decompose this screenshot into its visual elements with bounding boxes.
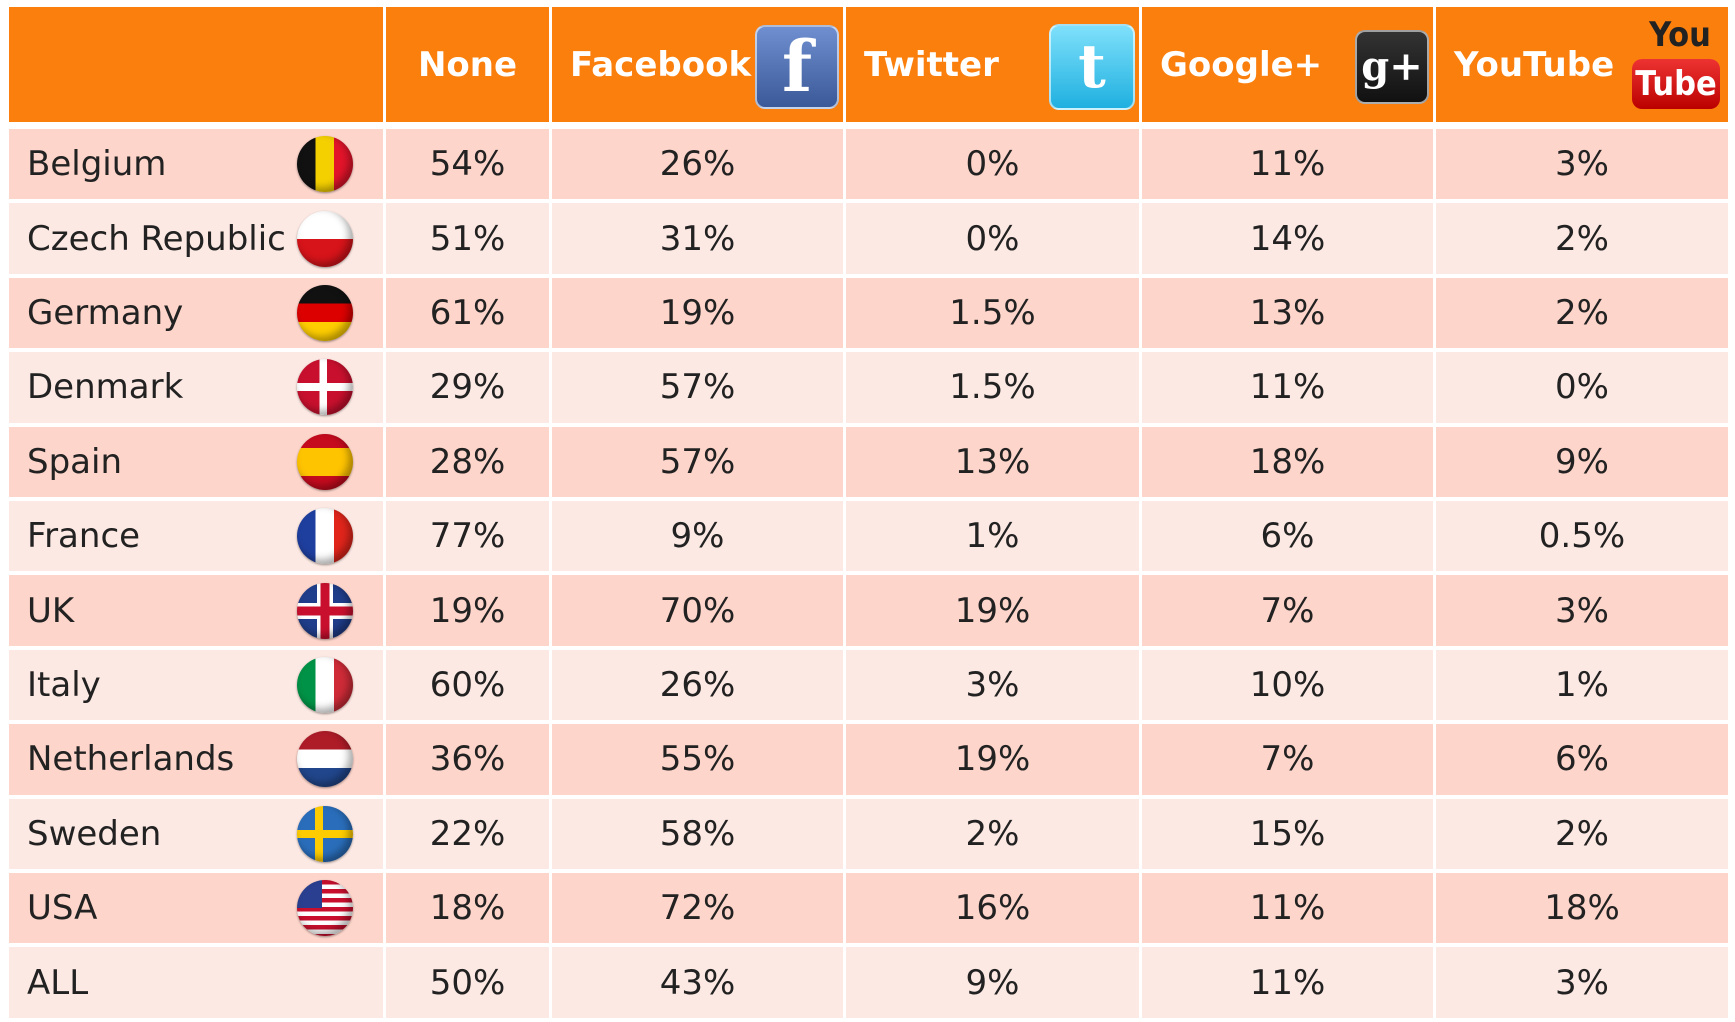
value-cell: 3% — [1436, 575, 1728, 646]
flag-icon — [297, 582, 353, 639]
value-cell: 0% — [1436, 352, 1728, 423]
value-cell: 58% — [552, 798, 843, 869]
value-cell: 18% — [1436, 873, 1728, 944]
value-cell: 57% — [552, 426, 843, 497]
value-cell: 31% — [552, 203, 843, 274]
value-cell: 26% — [552, 649, 843, 721]
value-cell: 0% — [846, 129, 1139, 200]
logo: t — [1049, 23, 1135, 110]
logo: g+ — [1355, 29, 1429, 104]
flag-icon — [297, 433, 353, 490]
value-cell: 1% — [1436, 649, 1728, 721]
value-cell: 3% — [1436, 947, 1728, 1018]
flag-icon — [297, 285, 353, 341]
value-cell: 2% — [1436, 277, 1728, 349]
value-cell: 2% — [1436, 798, 1728, 869]
value-cell: 1.5% — [846, 352, 1139, 423]
value-cell: 55% — [552, 724, 843, 795]
value-cell: 15% — [1142, 798, 1433, 869]
flag-icon — [297, 210, 353, 267]
value-cell: 1.5% — [846, 277, 1139, 349]
row-label: ALL — [9, 947, 383, 1018]
value-cell: 18% — [1142, 426, 1433, 497]
flag-icon — [297, 136, 353, 193]
value-cell: 14% — [1142, 203, 1433, 274]
value-cell: 29% — [386, 352, 549, 423]
value-cell: 60% — [386, 649, 549, 721]
header-cell — [9, 7, 383, 122]
value-cell: 36% — [386, 724, 549, 795]
value-cell: 11% — [1142, 947, 1433, 1018]
value-cell: 57% — [552, 352, 843, 423]
value-cell: 7% — [1142, 724, 1433, 795]
logo: Tube — [1632, 59, 1720, 109]
value-cell: 11% — [1142, 873, 1433, 944]
value-cell: 11% — [1142, 352, 1433, 423]
value-cell: 0% — [846, 203, 1139, 274]
value-cell: 61% — [386, 277, 549, 349]
value-cell: 50% — [386, 947, 549, 1018]
value-cell: 9% — [1436, 426, 1728, 497]
value-cell: 2% — [1436, 203, 1728, 274]
value-cell: 0.5% — [1436, 501, 1728, 572]
value-cell: 18% — [386, 873, 549, 944]
value-cell: 43% — [552, 947, 843, 1018]
value-cell: 16% — [846, 873, 1139, 944]
value-cell: 19% — [386, 575, 549, 646]
value-cell: 3% — [846, 649, 1139, 721]
value-cell: 19% — [846, 724, 1139, 795]
value-cell: 9% — [552, 501, 843, 572]
value-cell: 3% — [1436, 129, 1728, 200]
value-cell: 22% — [386, 798, 549, 869]
value-cell: 2% — [846, 798, 1139, 869]
header-cell: None — [386, 7, 549, 122]
logo: f — [755, 24, 839, 109]
flag-icon — [297, 731, 353, 788]
value-cell: 72% — [552, 873, 843, 944]
flag-icon — [297, 880, 353, 937]
value-cell: 19% — [552, 277, 843, 349]
value-cell: 10% — [1142, 649, 1433, 721]
value-cell: 11% — [1142, 129, 1433, 200]
value-cell: 19% — [846, 575, 1139, 646]
flag-icon — [297, 508, 353, 565]
value-cell: 13% — [846, 426, 1139, 497]
value-cell: 70% — [552, 575, 843, 646]
value-cell: 13% — [1142, 277, 1433, 349]
value-cell: 51% — [386, 203, 549, 274]
value-cell: 54% — [386, 129, 549, 200]
value-cell: 77% — [386, 501, 549, 572]
value-cell: 26% — [552, 129, 843, 200]
value-cell: 6% — [1142, 501, 1433, 572]
value-cell: 28% — [386, 426, 549, 497]
value-cell: 7% — [1142, 575, 1433, 646]
flag-icon — [297, 359, 353, 416]
value-cell: 9% — [846, 947, 1139, 1018]
value-cell: 6% — [1436, 724, 1728, 795]
flag-icon — [297, 805, 353, 862]
flag-icon — [297, 657, 353, 713]
value-cell: 1% — [846, 501, 1139, 572]
logo-text: You — [1649, 15, 1711, 55]
